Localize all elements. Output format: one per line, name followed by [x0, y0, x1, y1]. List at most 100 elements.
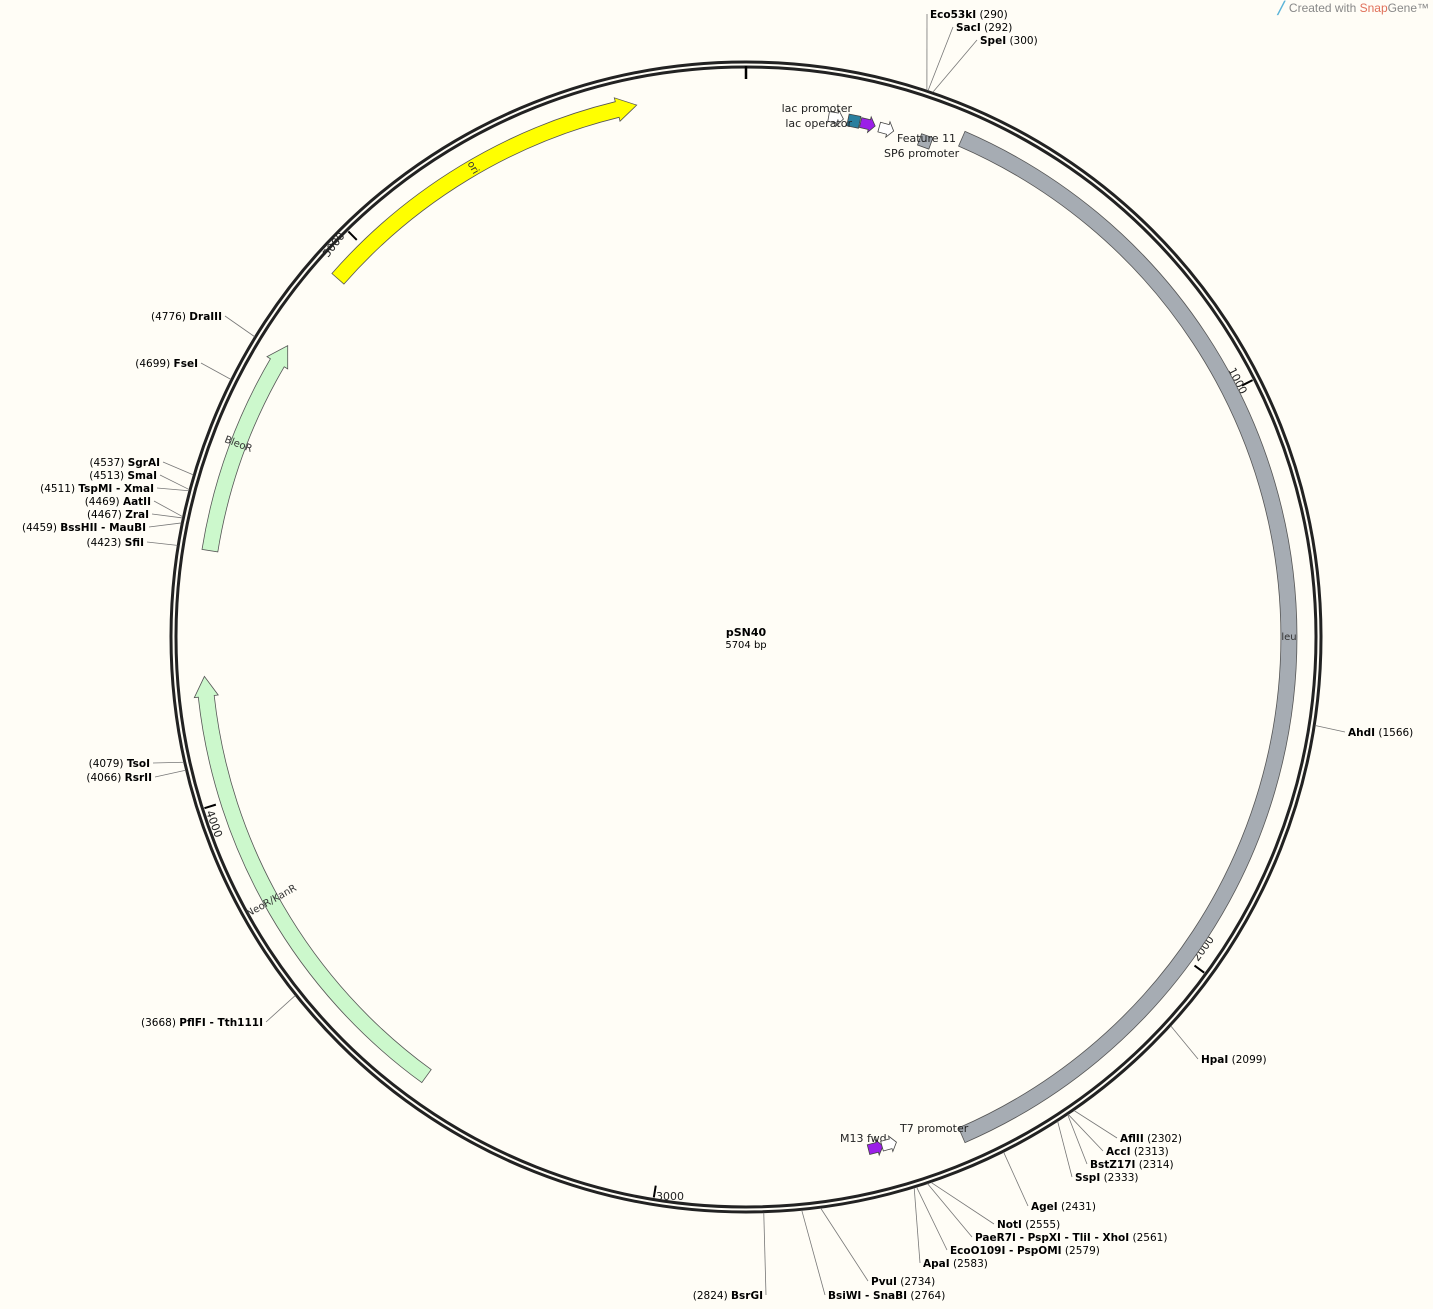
enzyme-leader-line: [1067, 1114, 1104, 1152]
enzyme-label: NotI (2555): [997, 1219, 1060, 1231]
enzyme-site-smai[interactable]: (4513) SmaI: [89, 470, 190, 490]
small-feature-m13-fwd: [866, 1138, 884, 1157]
enzyme-site-tsoi[interactable]: (4079) TsoI: [89, 758, 184, 770]
enzyme-label: (4513) SmaI: [89, 470, 157, 482]
enzyme-name: PflFI - Tth111I: [179, 1017, 263, 1029]
enzyme-leader-line: [162, 461, 194, 476]
enzyme-name: PaeR7I - PspXI - TliI - XhoI: [975, 1232, 1129, 1244]
enzyme-position: (4423): [86, 537, 124, 549]
small-feature-sp6-promoter: [877, 120, 895, 139]
enzyme-site-paer7i-pspxi-tlii-xhoi[interactable]: PaeR7I - PspXI - TliI - XhoI (2561): [927, 1183, 1167, 1244]
enzyme-position: (2333): [1100, 1172, 1138, 1184]
enzyme-site-draiii[interactable]: (4776) DraIII: [151, 311, 255, 337]
enzyme-position: (4467): [87, 509, 125, 521]
enzyme-name: NotI: [997, 1219, 1022, 1231]
enzyme-label: PvuI (2734): [871, 1276, 935, 1288]
enzyme-site-bsrgi[interactable]: (2824) BsrGI: [693, 1212, 767, 1302]
enzyme-position: (4459): [22, 522, 60, 534]
enzyme-site-saci[interactable]: SacI (292): [927, 22, 1013, 91]
enzyme-name: AccI: [1106, 1146, 1130, 1158]
enzyme-leader-line: [1067, 1114, 1088, 1165]
small-feature-label: T7 promoter: [899, 1122, 969, 1135]
enzyme-name: Eco53kI: [930, 9, 976, 21]
plasmid-backbone: [169, 60, 1323, 1214]
enzyme-label: BsiWI - SnaBI (2764): [828, 1290, 945, 1302]
enzyme-site-bsiwi-snabi[interactable]: BsiWI - SnaBI (2764): [801, 1210, 946, 1302]
enzyme-site-aflii[interactable]: AflII (2302): [1073, 1110, 1182, 1145]
enzyme-site-eco53ki[interactable]: Eco53kI (290): [926, 9, 1008, 91]
enzyme-site-zrai[interactable]: (4467) ZraI: [87, 509, 183, 521]
enzyme-label: (2824) BsrGI: [693, 1290, 763, 1302]
tick-mark: [347, 230, 358, 241]
enzyme-site-sspi[interactable]: SspI (2333): [1057, 1121, 1139, 1184]
enzyme-name: PvuI: [871, 1276, 897, 1288]
plasmid-name: pSN40: [726, 626, 767, 639]
enzyme-site-tspmi-xmai[interactable]: (4511) TspMI - XmaI: [40, 483, 189, 495]
enzyme-site-agei[interactable]: AgeI (2431): [1003, 1151, 1096, 1213]
enzyme-site-apai[interactable]: ApaI (2583): [913, 1187, 988, 1270]
enzyme-leader-line: [1003, 1151, 1029, 1207]
enzyme-leader-line: [1073, 1110, 1118, 1139]
feature-arrow-icon: [877, 120, 895, 139]
enzyme-position: (2313): [1130, 1146, 1168, 1158]
enzyme-name: BsrGI: [731, 1290, 763, 1302]
enzyme-position: (292): [981, 22, 1013, 34]
enzyme-label: AflII (2302): [1120, 1133, 1182, 1145]
small-feature-label: lac operator: [785, 117, 852, 130]
enzyme-site-acci[interactable]: AccI (2313): [1067, 1114, 1169, 1158]
enzyme-position: (4079): [89, 758, 127, 770]
enzyme-label: (4537) SgrAI: [89, 457, 160, 469]
enzyme-name: SmaI: [128, 470, 158, 482]
enzyme-site-ahdi[interactable]: AhdI (1566): [1315, 725, 1413, 739]
enzyme-site-noti[interactable]: NotI (2555): [930, 1182, 1060, 1231]
tick-mark: [1193, 964, 1205, 974]
enzyme-name: AhdI: [1348, 727, 1375, 739]
enzyme-position: (2734): [897, 1276, 935, 1288]
enzyme-position: (2302): [1144, 1133, 1182, 1145]
enzyme-leader-line: [151, 513, 183, 519]
enzyme-site-sfii[interactable]: (4423) SfiI: [86, 537, 178, 549]
enzyme-site-ecoo109i-pspomi[interactable]: EcoO109I - PspOMI (2579): [916, 1186, 1100, 1257]
enzyme-site-fsei[interactable]: (4699) FseI: [135, 358, 232, 380]
enzyme-position: (2764): [907, 1290, 945, 1302]
enzyme-position: (4513): [89, 470, 127, 482]
enzyme-leader-line: [1315, 725, 1346, 733]
enzyme-label: AccI (2313): [1106, 1146, 1169, 1158]
enzyme-position: (4776): [151, 311, 189, 323]
small-feature-label: SP6 promoter: [884, 147, 960, 160]
enzyme-position: (4066): [86, 772, 124, 784]
enzyme-site-aatii[interactable]: (4469) AatII: [85, 496, 183, 518]
tick-mark: [204, 803, 217, 810]
enzyme-label: ApaI (2583): [923, 1258, 988, 1270]
enzyme-site-pvui[interactable]: PvuI (2734): [820, 1207, 936, 1288]
small-feature-group: lac promoter lac operator SP6 promoter Feat…: [782, 102, 969, 1157]
enzyme-leader-line: [200, 362, 232, 380]
enzyme-position: (300): [1006, 35, 1038, 47]
feature-neor-kanr: [193, 675, 432, 1084]
small-feature-label: lac promoter: [782, 102, 853, 115]
enzyme-site-rsrii[interactable]: (4066) RsrII: [86, 769, 186, 784]
enzyme-position: (3668): [141, 1017, 179, 1029]
enzyme-name: TspMI - XmaI: [78, 483, 154, 495]
enzyme-leader-line: [1170, 1025, 1199, 1060]
enzyme-position: (2431): [1058, 1201, 1096, 1213]
enzyme-name: TsoI: [127, 758, 150, 770]
enzyme-name: BssHII - MauBI: [60, 522, 146, 534]
enzyme-label: (4776) DraIII: [151, 311, 222, 323]
enzyme-label: (4699) FseI: [135, 358, 198, 370]
enzyme-name: SgrAI: [128, 457, 160, 469]
enzyme-position: (2099): [1228, 1054, 1266, 1066]
feature-ori: [331, 97, 638, 285]
enzyme-site-sgrai[interactable]: (4537) SgrAI: [89, 457, 194, 476]
enzyme-label: SspI (2333): [1075, 1172, 1139, 1184]
enzyme-name: AgeI: [1031, 1201, 1058, 1213]
enzyme-site-bstz17i[interactable]: BstZ17I (2314): [1067, 1114, 1174, 1171]
enzyme-site-bsshii-maubi[interactable]: (4459) BssHII - MauBI: [22, 522, 182, 534]
enzyme-site-spei[interactable]: SpeI (300): [932, 35, 1038, 93]
feature-arrow-icon: [827, 108, 844, 128]
small-feature-feature-11: [917, 133, 934, 150]
enzyme-name: SacI: [956, 22, 981, 34]
enzyme-site-pflfi-tth111i[interactable]: (3668) PflFI - Tth111I: [141, 995, 296, 1029]
enzyme-site-hpai[interactable]: HpaI (2099): [1170, 1025, 1267, 1066]
